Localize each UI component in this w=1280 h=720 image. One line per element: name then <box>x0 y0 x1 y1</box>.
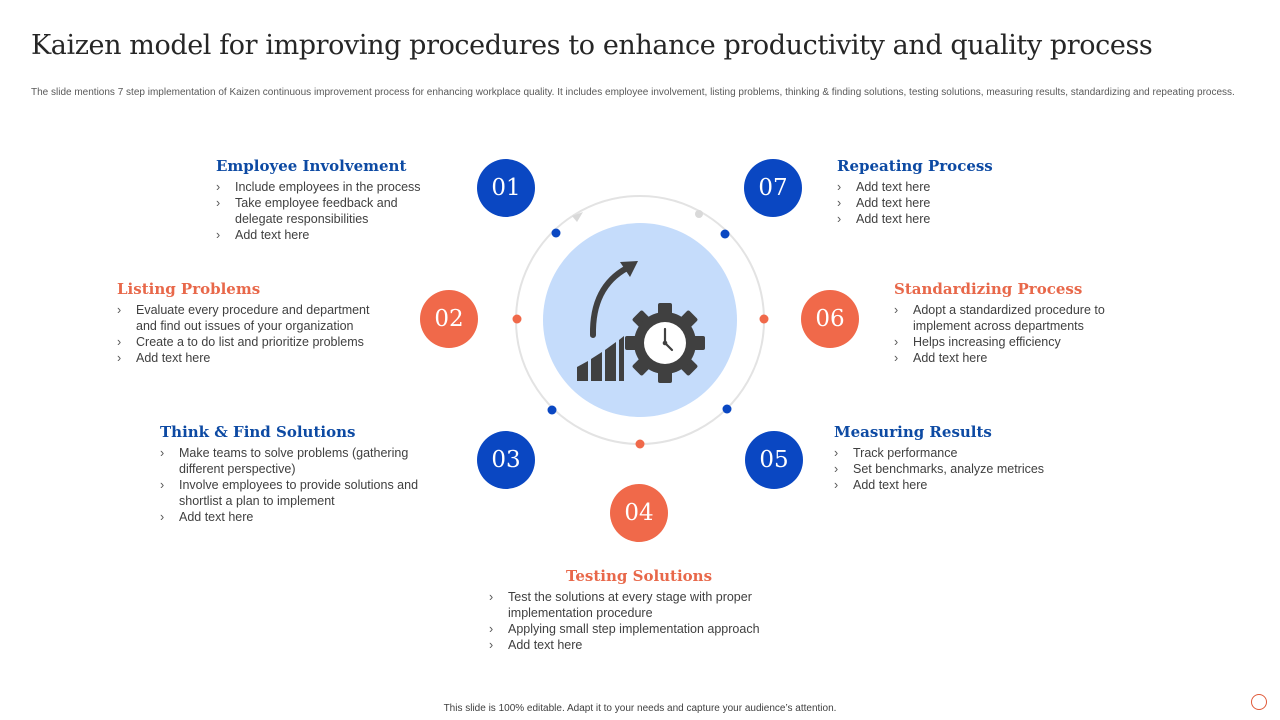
bullet-item: Add text here <box>489 637 789 653</box>
bullet-item: Helps increasing efficiency <box>894 334 1134 350</box>
ring-dot <box>547 405 557 415</box>
bullet-item: Track performance <box>834 445 1074 461</box>
bullet-item: Evaluate every procedure and department … <box>117 302 389 334</box>
cycle-ring <box>515 195 766 445</box>
step-standardizing-process: Standardizing Process Adopt a standardiz… <box>894 280 1134 366</box>
bullet-item: Add text here <box>216 227 441 243</box>
corner-circle-icon <box>1251 694 1267 710</box>
step-title: Measuring Results <box>834 423 992 441</box>
ring-arrowhead <box>572 212 583 222</box>
step-title: Think & Find Solutions <box>160 423 356 441</box>
page-title: Kaizen model for improving procedures to… <box>31 30 1153 61</box>
growth-gear-clock-icon <box>577 261 705 383</box>
step-6-badge: 06 <box>801 290 859 348</box>
step-testing-solutions: Testing Solutions Test the solutions at … <box>489 567 789 653</box>
step-7-badge: 07 <box>744 159 802 217</box>
bullet-item: Adopt a standardized procedure to implem… <box>894 302 1134 334</box>
bullet-item: Applying small step implementation appro… <box>489 621 789 637</box>
bullet-item: Add text here <box>160 509 438 525</box>
bullet-item: Include employees in the process <box>216 179 441 195</box>
step-title: Testing Solutions <box>565 567 713 585</box>
bullet-item: Add text here <box>837 179 1057 195</box>
bullet-item: Add text here <box>894 350 1134 366</box>
ring-dot <box>512 314 522 324</box>
ring-dot <box>722 404 732 414</box>
step-4-badge: 04 <box>610 484 668 542</box>
bullet-item: Involve employees to provide solutions a… <box>160 477 438 509</box>
step-1-badge: 01 <box>477 159 535 217</box>
bullet-item: Add text here <box>837 211 1057 227</box>
slide-footer: This slide is 100% editable. Adapt it to… <box>443 703 837 714</box>
step-2-badge: 02 <box>420 290 478 348</box>
ring-dot <box>720 229 730 239</box>
step-repeating-process: Repeating Process Add text here Add text… <box>837 157 1057 227</box>
step-title: Repeating Process <box>837 157 993 175</box>
step-title: Listing Problems <box>117 280 261 298</box>
step-5-badge: 05 <box>745 431 803 489</box>
bullet-item: Add text here <box>117 350 389 366</box>
step-title: Employee Involvement <box>216 157 407 175</box>
ring-dot <box>695 210 703 218</box>
step-listing-problems: Listing Problems Evaluate every procedur… <box>117 280 389 366</box>
step-title: Standardizing Process <box>894 280 1083 298</box>
ring-dot <box>551 228 561 238</box>
bullet-item: Add text here <box>837 195 1057 211</box>
bullet-item: Set benchmarks, analyze metrices <box>834 461 1074 477</box>
bullet-item: Create a to do list and prioritize probl… <box>117 334 389 350</box>
bullet-item: Take employee feedback and delegate resp… <box>216 195 441 227</box>
step-3-badge: 03 <box>477 431 535 489</box>
step-think-find-solutions: Think & Find Solutions Make teams to sol… <box>160 423 438 525</box>
ring-dot <box>759 314 769 324</box>
bullet-item: Add text here <box>834 477 1074 493</box>
bullet-item: Make teams to solve problems (gathering … <box>160 445 438 477</box>
bullet-item: Test the solutions at every stage with p… <box>489 589 789 621</box>
ring-dot <box>635 439 645 449</box>
step-employee-involvement: Employee Involvement Include employees i… <box>216 157 441 243</box>
slide-description: The slide mentions 7 step implementation… <box>31 87 1235 98</box>
step-measuring-results: Measuring Results Track performance Set … <box>834 423 1074 493</box>
